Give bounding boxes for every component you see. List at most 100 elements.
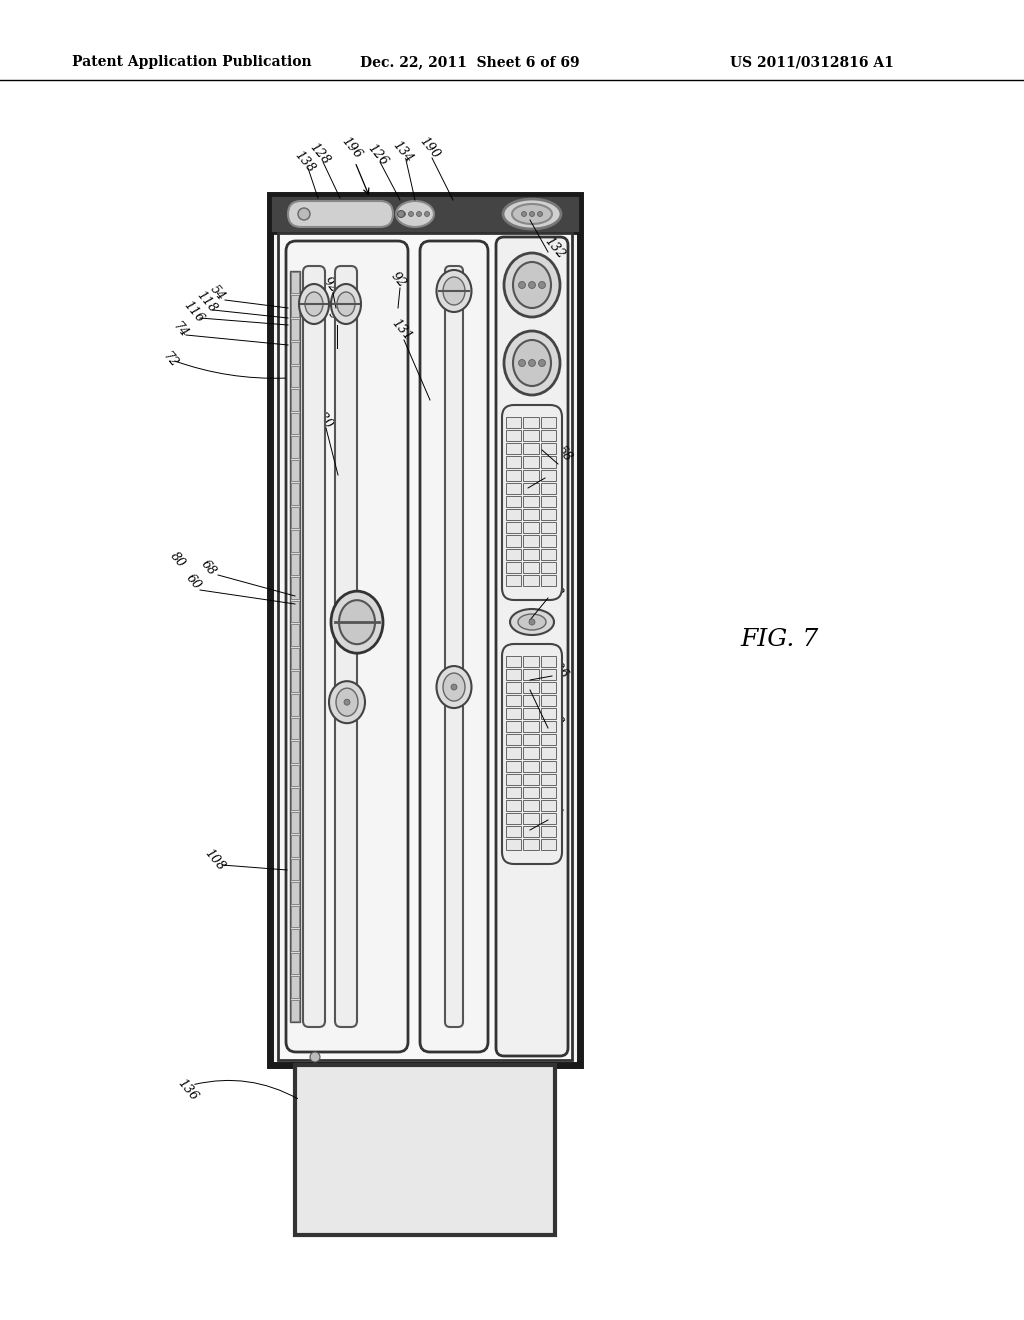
Bar [291, 764, 299, 787]
Bar [523, 470, 539, 480]
Bar [291, 413, 299, 434]
Bar [523, 430, 539, 441]
Bar [290, 271, 300, 1022]
Text: 74: 74 [170, 319, 190, 341]
Bar [523, 496, 539, 507]
Bar [523, 549, 539, 560]
Text: Patent Application Publication: Patent Application Publication [72, 55, 311, 69]
Text: 126: 126 [366, 141, 391, 169]
Bar [541, 562, 556, 573]
FancyBboxPatch shape [496, 238, 568, 1056]
Bar [506, 457, 521, 467]
Bar [541, 656, 556, 667]
Circle shape [425, 211, 429, 216]
Bar [541, 444, 556, 454]
Bar [291, 836, 299, 857]
Text: 136: 136 [175, 1077, 201, 1104]
Ellipse shape [518, 614, 546, 630]
Bar [291, 812, 299, 833]
Bar [291, 296, 299, 317]
Bar [541, 709, 556, 719]
Bar [506, 682, 521, 693]
Bar [506, 562, 521, 573]
Bar [291, 929, 299, 950]
Bar [523, 760, 539, 772]
Bar [291, 389, 299, 411]
Bar [291, 437, 299, 458]
Bar [523, 483, 539, 494]
Bar [523, 457, 539, 467]
Bar [523, 536, 539, 546]
Text: 56: 56 [542, 458, 562, 478]
Bar [506, 840, 521, 850]
Ellipse shape [512, 205, 552, 224]
Bar [291, 319, 299, 341]
Text: US 2011/0312816 A1: US 2011/0312816 A1 [730, 55, 894, 69]
Bar [506, 696, 521, 706]
Text: Dec. 22, 2011  Sheet 6 of 69: Dec. 22, 2011 Sheet 6 of 69 [360, 55, 580, 69]
Bar [523, 417, 539, 428]
Circle shape [397, 210, 404, 218]
Text: 132: 132 [543, 235, 567, 261]
Bar [291, 624, 299, 645]
Circle shape [310, 1052, 319, 1063]
Ellipse shape [510, 609, 554, 635]
Bar [506, 813, 521, 824]
FancyBboxPatch shape [502, 405, 562, 601]
Bar [541, 470, 556, 480]
Text: 196: 196 [339, 135, 365, 161]
Text: 60: 60 [183, 572, 203, 593]
Bar [541, 696, 556, 706]
Bar [523, 444, 539, 454]
Circle shape [409, 211, 414, 216]
Circle shape [521, 211, 526, 216]
Bar [541, 457, 556, 467]
Bar [291, 906, 299, 927]
Text: 58: 58 [555, 444, 575, 465]
Bar [523, 813, 539, 824]
Bar [523, 826, 539, 837]
Ellipse shape [331, 284, 361, 323]
Ellipse shape [331, 591, 383, 653]
Ellipse shape [504, 253, 560, 317]
Text: 130: 130 [310, 405, 336, 432]
Bar [291, 601, 299, 622]
Text: 108: 108 [203, 846, 227, 874]
Bar [506, 747, 521, 759]
FancyBboxPatch shape [303, 267, 325, 1027]
Bar [541, 574, 556, 586]
Circle shape [417, 211, 422, 216]
Bar [270, 195, 580, 234]
Bar [291, 859, 299, 880]
Bar [506, 800, 521, 810]
Bar [506, 787, 521, 797]
Circle shape [539, 359, 546, 367]
Text: 62: 62 [545, 579, 565, 601]
Circle shape [518, 281, 525, 289]
Bar [278, 234, 572, 1060]
Bar [523, 747, 539, 759]
Ellipse shape [436, 271, 471, 312]
Bar [506, 417, 521, 428]
Bar [541, 800, 556, 810]
Text: 116: 116 [181, 298, 207, 325]
Text: FIG. 7: FIG. 7 [741, 628, 819, 652]
Circle shape [529, 211, 535, 216]
Text: 72: 72 [160, 350, 180, 371]
Circle shape [298, 209, 310, 220]
Ellipse shape [443, 673, 465, 701]
Bar [506, 470, 521, 480]
Text: 68: 68 [198, 557, 218, 578]
Bar [506, 510, 521, 520]
Ellipse shape [305, 292, 323, 315]
Bar [541, 536, 556, 546]
Bar [506, 430, 521, 441]
Bar [291, 483, 299, 504]
Ellipse shape [299, 284, 329, 323]
Bar [523, 709, 539, 719]
Text: 94: 94 [325, 308, 345, 329]
Text: 76: 76 [543, 800, 563, 820]
Bar [291, 999, 299, 1020]
Bar [523, 682, 539, 693]
Text: 128: 128 [307, 141, 333, 168]
